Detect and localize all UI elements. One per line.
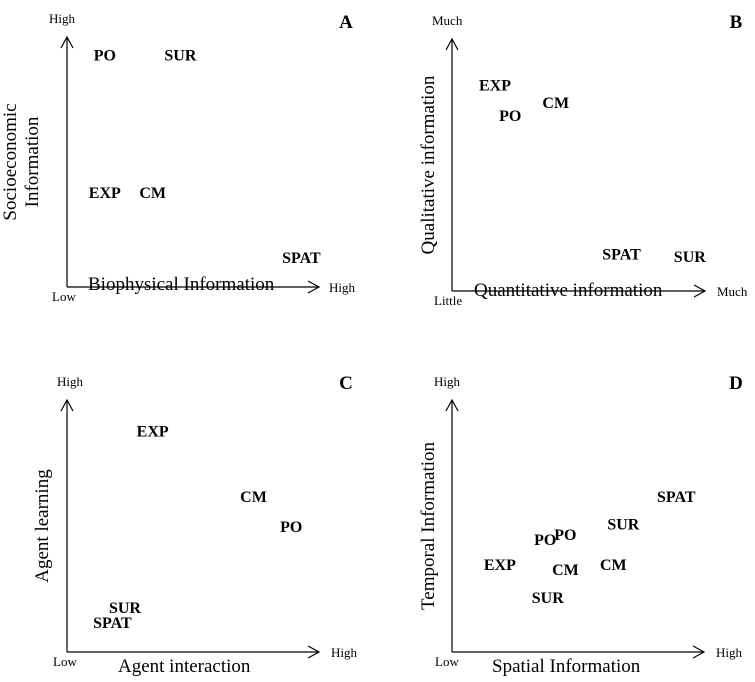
point-label-sur: SUR: [532, 590, 564, 607]
y-axis-title: Agent learning: [32, 469, 53, 583]
point-label-spat: SPAT: [602, 246, 641, 263]
panel-d: D High Low High Spatial Information Temporal …: [418, 373, 743, 677]
origin-label: Low: [52, 289, 76, 304]
panels-layer: A High Low High Biophysical Information Socio…: [0, 11, 748, 677]
x-high-label: High: [331, 645, 358, 660]
x-axis-title: Biophysical Information: [88, 274, 275, 295]
x-axis-title: Quantitative information: [474, 280, 663, 301]
point-label-cm: CM: [139, 185, 166, 202]
x-high-label: High: [716, 645, 743, 660]
y-axis-title: Temporal Information: [418, 441, 439, 610]
point-label-exp: EXP: [479, 78, 511, 95]
point-label-po: PO: [280, 519, 302, 536]
point-label-spat: SPAT: [282, 250, 321, 267]
y-high-label: High: [434, 374, 461, 389]
point-label-sur: SUR: [607, 517, 639, 534]
point-label-spat: SPAT: [657, 489, 696, 506]
y-axis-title: Socioeconomic: [0, 103, 21, 220]
panel-letter: B: [730, 12, 743, 33]
point-label-po: PO: [499, 108, 521, 125]
origin-label: Low: [53, 654, 77, 669]
x-high-label: High: [329, 280, 356, 295]
y-axis-title: Qualitative information: [418, 75, 439, 254]
panel-c: C High Low High Agent interaction Agent learn…: [32, 373, 358, 677]
y-axis-title: Information: [22, 116, 43, 207]
panel-letter: D: [729, 373, 743, 394]
x-axis-title: Spatial Information: [492, 656, 641, 677]
point-label-exp: EXP: [137, 423, 169, 440]
point-label-cm: CM: [552, 562, 579, 579]
point-label-po: PO: [534, 532, 556, 549]
origin-label: Little: [434, 293, 462, 308]
point-label-sur: SUR: [109, 600, 141, 617]
point-label-exp: EXP: [484, 557, 516, 574]
point-label-sur: SUR: [674, 249, 706, 266]
y-high-label: High: [49, 11, 76, 26]
x-axis-title: Agent interaction: [118, 656, 251, 677]
point-label-cm: CM: [542, 95, 569, 112]
point-label-sur: SUR: [164, 48, 196, 65]
point-label-cm: CM: [240, 489, 267, 506]
panel-letter: C: [339, 373, 353, 394]
point-label-spat: SPAT: [93, 615, 132, 632]
origin-label: Low: [435, 654, 459, 669]
point-label-po: PO: [554, 527, 576, 544]
point-label-po: PO: [94, 48, 116, 65]
y-high-label: High: [57, 374, 84, 389]
y-high-label: Much: [432, 13, 463, 28]
panel-a: A High Low High Biophysical Information Socio…: [0, 11, 356, 304]
panel-b: B Much Little Much Quantitative information Q…: [418, 12, 748, 308]
x-high-label: Much: [717, 284, 748, 299]
panel-letter: A: [339, 12, 353, 33]
point-label-cm: CM: [600, 557, 627, 574]
point-label-exp: EXP: [89, 185, 121, 202]
